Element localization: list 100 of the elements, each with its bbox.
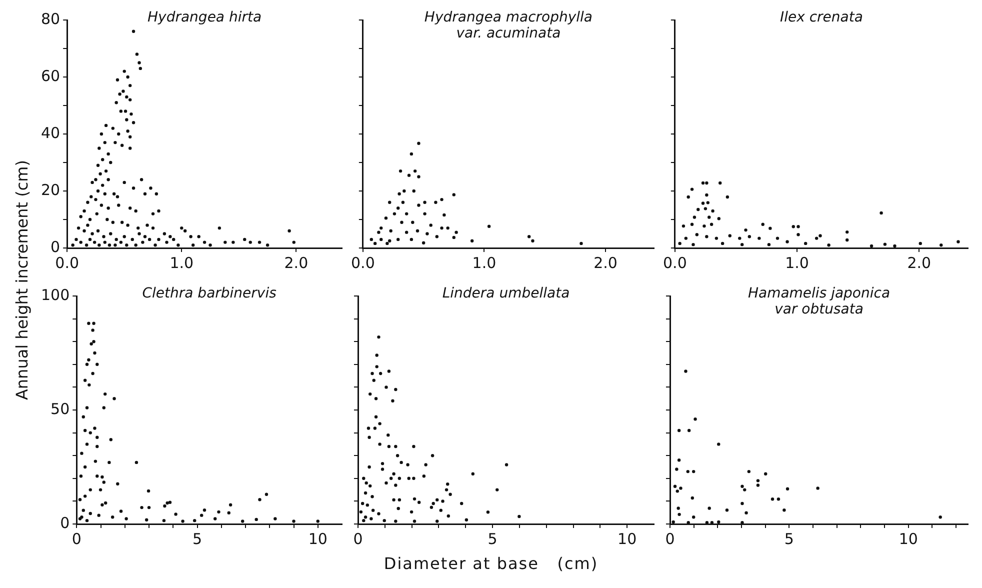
- point: [422, 241, 426, 244]
- point: [710, 521, 714, 524]
- point: [776, 498, 780, 501]
- point: [684, 370, 688, 373]
- point: [676, 506, 680, 510]
- point: [701, 202, 705, 205]
- point: [696, 208, 700, 212]
- chart-title: Hydrangea hirta: [148, 10, 262, 26]
- point: [677, 458, 681, 462]
- point: [410, 152, 414, 156]
- x-tick-label: 5: [784, 530, 794, 548]
- point: [767, 242, 771, 246]
- point: [740, 242, 744, 246]
- point: [708, 506, 711, 510]
- point: [714, 236, 718, 240]
- point: [452, 193, 456, 196]
- point: [756, 484, 760, 487]
- point: [686, 195, 690, 199]
- point: [401, 200, 405, 204]
- point: [487, 224, 491, 228]
- point: [412, 189, 416, 193]
- point: [870, 244, 874, 248]
- point: [725, 508, 729, 512]
- x-tick-label: 2.0: [594, 254, 618, 272]
- x-tick-label: 1.0: [472, 254, 496, 272]
- point: [706, 201, 710, 204]
- point: [744, 228, 748, 232]
- x-tick-label: 5: [192, 530, 202, 548]
- point: [705, 193, 708, 197]
- point: [400, 220, 404, 224]
- x-tick-label: 10: [618, 530, 637, 548]
- point: [435, 235, 439, 238]
- point: [743, 488, 746, 492]
- point: [392, 212, 396, 216]
- point: [402, 189, 406, 193]
- point: [694, 418, 697, 421]
- point: [396, 238, 400, 242]
- point: [388, 239, 392, 242]
- y-tick-label: 20: [40, 180, 60, 199]
- point: [687, 428, 691, 432]
- x-axis-title: Diameter at base (cm): [382, 554, 600, 573]
- point: [710, 222, 714, 226]
- point: [776, 236, 780, 240]
- point: [377, 230, 380, 234]
- point: [692, 242, 695, 246]
- x-tick-label: 2.0: [907, 254, 932, 272]
- point: [676, 490, 679, 493]
- chart-title: Clethra barbinervis: [142, 286, 276, 302]
- point: [796, 233, 800, 236]
- point: [678, 512, 681, 516]
- point: [692, 516, 696, 519]
- point: [768, 226, 772, 230]
- point: [527, 235, 531, 238]
- x-tick-label: 10: [308, 530, 328, 548]
- point: [531, 239, 534, 242]
- point: [452, 236, 456, 240]
- point: [417, 142, 420, 146]
- x-tick-label: 5: [488, 530, 498, 548]
- chart-title: Hydrangea macrophylla var. acuminata: [424, 10, 593, 42]
- point: [740, 521, 744, 524]
- point: [728, 234, 732, 238]
- point: [684, 236, 688, 240]
- point: [846, 238, 849, 242]
- point: [702, 224, 706, 228]
- point: [686, 470, 690, 474]
- point: [786, 487, 790, 490]
- point: [918, 242, 922, 246]
- y-tick-label: 0: [50, 238, 60, 256]
- point: [796, 225, 800, 228]
- point: [818, 234, 822, 238]
- point: [692, 470, 696, 474]
- point: [738, 236, 742, 240]
- point: [423, 212, 426, 216]
- point: [454, 230, 458, 234]
- point: [804, 242, 808, 246]
- point: [705, 181, 708, 185]
- point: [893, 244, 896, 248]
- point: [396, 206, 400, 210]
- point: [404, 212, 408, 216]
- point: [690, 188, 694, 191]
- x-tick-label: 0: [665, 530, 675, 548]
- point: [442, 213, 446, 217]
- point: [711, 209, 714, 213]
- point: [761, 222, 764, 226]
- point: [740, 484, 744, 488]
- point: [673, 484, 677, 488]
- point: [380, 238, 383, 242]
- point: [407, 174, 411, 177]
- point: [404, 230, 408, 234]
- point: [770, 498, 774, 501]
- y-tick-label: 50: [50, 400, 70, 418]
- point: [792, 225, 795, 228]
- chart-title: Lindera umbellata: [442, 286, 570, 302]
- point: [398, 192, 401, 196]
- point: [764, 472, 768, 476]
- y-tick-label: 40: [40, 124, 60, 142]
- x-tick-label: 0.0: [55, 254, 80, 272]
- point: [417, 175, 420, 178]
- point: [672, 520, 675, 524]
- point: [846, 230, 849, 234]
